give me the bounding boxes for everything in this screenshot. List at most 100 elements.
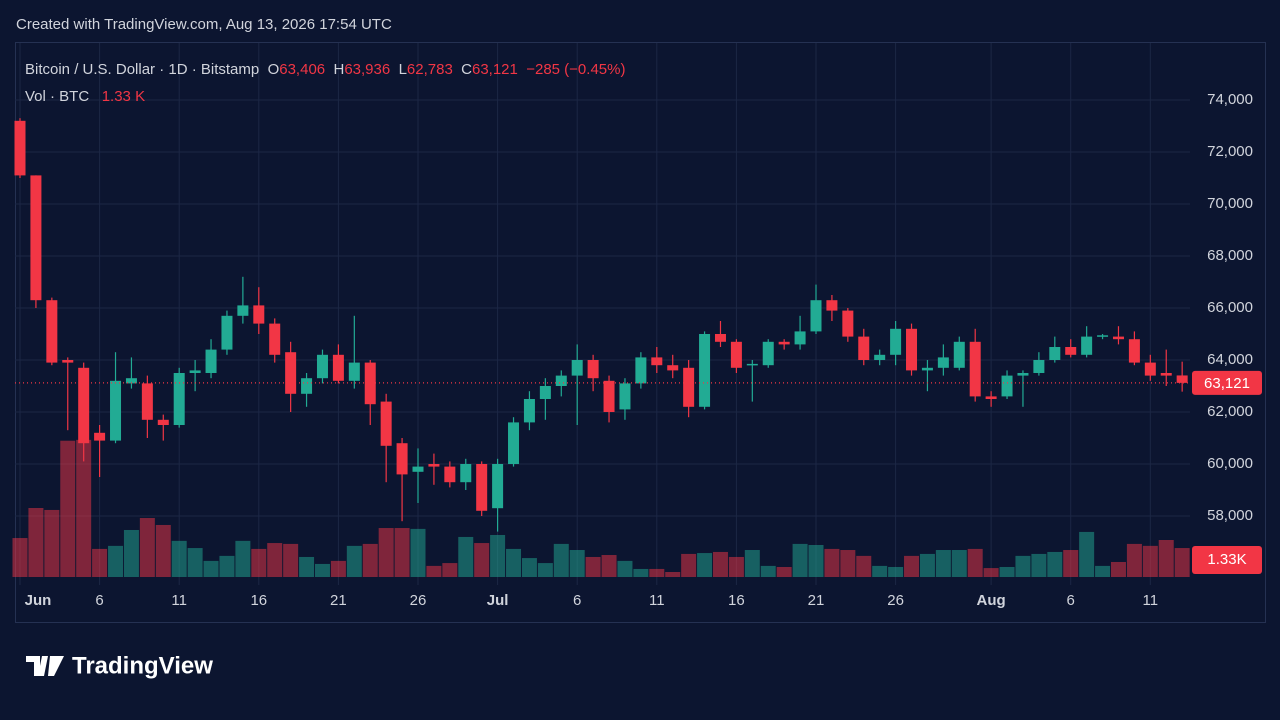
- volume-bar: [219, 555, 235, 577]
- candle: [110, 352, 122, 444]
- x-tick-label: 11: [649, 592, 665, 609]
- candle-body: [603, 380, 615, 412]
- volume-bar: [1031, 553, 1047, 577]
- candle-body: [157, 419, 169, 425]
- candle-body: [730, 341, 742, 368]
- candle-body: [110, 380, 122, 441]
- volume-bar: [44, 509, 60, 577]
- volume-bar: [983, 568, 999, 577]
- candle-body: [476, 464, 488, 511]
- vol-title: Vol · BTC: [25, 88, 90, 105]
- candle-body: [253, 305, 265, 324]
- candle-body: [619, 383, 631, 410]
- volume-bar: [728, 556, 744, 577]
- symbol: Bitcoin / U.S. Dollar · 1D · Bitstamp: [25, 61, 260, 78]
- candle: [953, 336, 965, 371]
- candle-body: [1160, 373, 1172, 376]
- candle-body: [205, 349, 217, 373]
- volume-bar: [171, 540, 187, 577]
- candle: [1176, 361, 1188, 392]
- candle: [428, 453, 440, 485]
- candle-body: [683, 367, 695, 407]
- candle-body: [969, 341, 981, 397]
- candle: [269, 318, 281, 363]
- volume-bar: [888, 566, 904, 577]
- candle: [78, 362, 90, 462]
- candle-body: [1081, 336, 1093, 355]
- change: −285 (−0.45%): [526, 61, 626, 78]
- volume-bar: [776, 566, 792, 577]
- candle: [1017, 370, 1029, 407]
- logo-mark: [26, 656, 64, 676]
- volume-bar: [617, 560, 633, 577]
- candle: [794, 315, 806, 350]
- x-tick-label: 11: [171, 592, 187, 609]
- candle-body: [316, 354, 328, 379]
- candle: [969, 328, 981, 402]
- c-key: C: [461, 61, 472, 78]
- volume-bar: [665, 571, 681, 577]
- x-tick-label: 16: [728, 592, 745, 609]
- candle-body: [826, 300, 838, 311]
- candle-body: [937, 357, 949, 368]
- candle-body: [1176, 375, 1188, 383]
- volume-bar: [935, 550, 951, 577]
- candle: [683, 360, 695, 418]
- volume-bar: [1142, 545, 1158, 577]
- candle: [444, 461, 456, 488]
- volume-bar: [442, 563, 458, 577]
- candle: [651, 347, 663, 373]
- candle-body: [1112, 336, 1124, 340]
- grid: [15, 43, 1190, 585]
- candle-body: [1128, 339, 1140, 363]
- volume-bar: [410, 528, 426, 577]
- candle-body: [810, 300, 822, 332]
- candle: [746, 360, 758, 402]
- volume-bar: [649, 568, 665, 577]
- candle-body: [428, 464, 440, 467]
- candle: [348, 315, 360, 389]
- volume-bar: [808, 544, 824, 577]
- volume-bar: [904, 555, 920, 577]
- candle: [141, 375, 153, 438]
- candle: [635, 352, 647, 389]
- volume-bar: [1079, 531, 1095, 577]
- volume-bar: [999, 566, 1015, 577]
- candle: [364, 360, 376, 425]
- x-tick-label: 26: [410, 592, 427, 609]
- x-tick-label: 6: [573, 592, 581, 609]
- x-tick-label: 26: [887, 592, 904, 609]
- volume-bar: [1174, 548, 1190, 577]
- candle: [476, 461, 488, 516]
- volume-bar: [394, 528, 410, 577]
- candle-body: [412, 466, 424, 472]
- volume-bar: [919, 553, 935, 577]
- candle: [762, 339, 774, 368]
- volume-bar: [28, 507, 44, 577]
- candle: [714, 321, 726, 347]
- candle-body: [94, 432, 106, 441]
- volume-bar: [1158, 539, 1174, 577]
- candle: [1033, 352, 1045, 376]
- candle-body: [364, 362, 376, 405]
- x-tick-label: 11: [1143, 592, 1159, 609]
- volume-bar: [139, 518, 155, 577]
- y-tick-label: 64,000: [1207, 351, 1253, 368]
- candle-body: [890, 328, 902, 355]
- candle-body: [141, 383, 153, 420]
- volume-bar: [235, 540, 251, 577]
- candle-body: [78, 367, 90, 444]
- volume-bars: [12, 439, 1190, 577]
- volume-bar: [792, 543, 808, 577]
- volume-bar: [314, 563, 330, 577]
- candle: [253, 287, 265, 334]
- candle-body: [62, 360, 74, 363]
- candle-body: [348, 362, 360, 381]
- volume-bar: [697, 553, 713, 577]
- candle-body: [1033, 360, 1045, 373]
- volume-bar: [824, 548, 840, 577]
- candle-body: [14, 120, 26, 176]
- candle: [62, 357, 74, 431]
- x-tick-label: 16: [250, 592, 267, 609]
